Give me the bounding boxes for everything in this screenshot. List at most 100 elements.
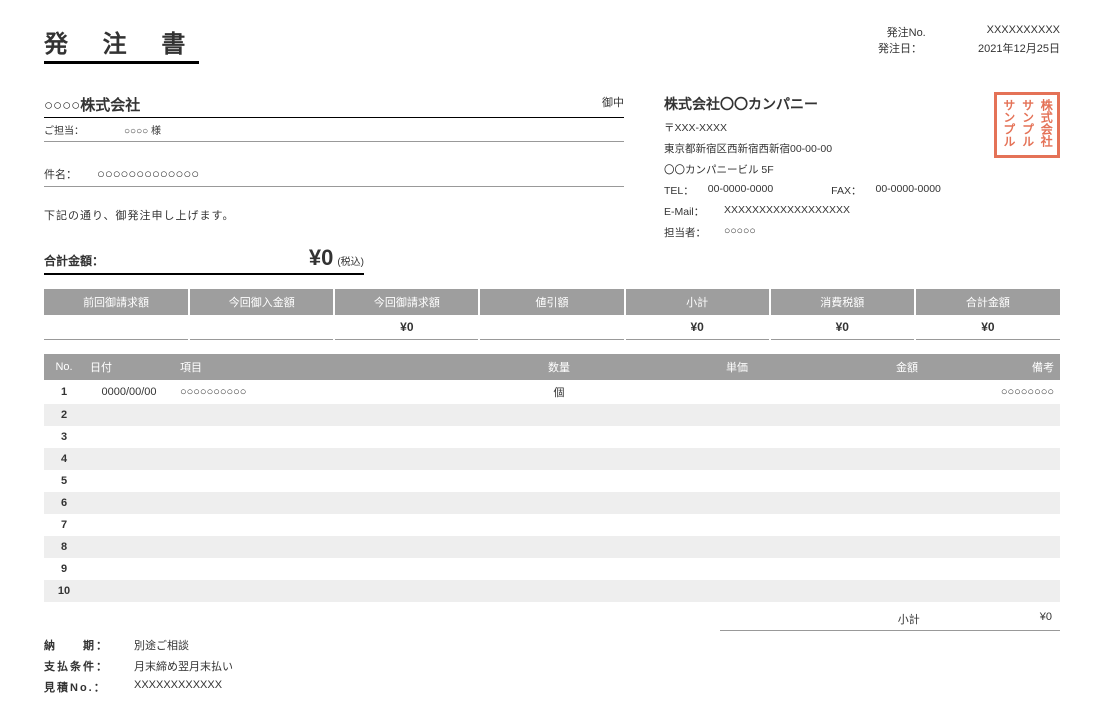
summary-header: 消費税額 [770,289,915,315]
item-row: 4 [44,448,1060,470]
col-amount: 金額 [754,354,924,380]
summary-cell: ¥0 [915,315,1060,340]
total-label: 合計金額： [44,252,124,269]
item-note: ○○○○○○○○ [924,380,1060,404]
item-unit [624,404,754,426]
item-no: 10 [44,580,84,602]
item-no: 7 [44,514,84,536]
item-row: 5 [44,470,1060,492]
item-name [174,426,494,448]
summary-header: 前回御請求額 [44,289,189,315]
tel-label: TEL： [664,183,694,198]
item-unit [624,470,754,492]
item-note [924,558,1060,580]
summary-table: 前回御請求額今回御入金額今回御請求額値引額小計消費税額合計金額 ¥0¥0¥0¥0 [44,289,1060,340]
item-note [924,448,1060,470]
col-no: No. [44,354,84,380]
item-row: 2 [44,404,1060,426]
col-qty: 数量 [494,354,624,380]
item-unit [624,558,754,580]
notice-text: 下記の通り、御発注申し上げます。 [44,207,624,223]
item-amount [754,448,924,470]
item-unit [624,426,754,448]
item-row: 3 [44,426,1060,448]
stamp-col-3: 株式会社 [1039,99,1052,151]
rep-value: ○○○○○ [724,225,756,240]
delivery-value: 別途ご相談 [134,637,189,653]
item-amount [754,558,924,580]
summary-cell [189,315,334,340]
order-no-label: 発注No. [887,24,947,40]
item-name [174,514,494,536]
item-row: 9 [44,558,1060,580]
items-table: No. 日付 項目 数量 単価 金額 備考 10000/00/00○○○○○○○… [44,354,1060,602]
subtotal-row: 小計 ¥0 [720,608,1060,631]
item-unit [624,448,754,470]
summary-cell: ¥0 [770,315,915,340]
company-seal: サンプル サンプル 株式会社 [994,92,1060,158]
subject-label: 件名： [44,166,77,182]
company-building: 〇〇カンパニービル 5F [664,162,1060,177]
item-note [924,470,1060,492]
item-date [84,514,174,536]
item-qty [494,580,624,602]
fax-label: FAX： [831,183,861,198]
item-date [84,536,174,558]
item-qty [494,470,624,492]
item-row: 8 [44,536,1060,558]
item-amount [754,426,924,448]
item-name [174,470,494,492]
item-unit [624,380,754,404]
item-qty [494,514,624,536]
item-name [174,492,494,514]
item-name [174,404,494,426]
summary-cell: ¥0 [625,315,770,340]
col-unit: 単価 [624,354,754,380]
item-amount [754,404,924,426]
contact-value: ○○○○ 様 [124,122,161,137]
item-amount [754,514,924,536]
footer-terms: 納 期： 別途ご相談 支払条件： 月末締め翌月末払い 見積No.： XXXXXX… [44,637,1060,695]
stamp-col-1: サンプル [1002,99,1015,151]
item-note [924,404,1060,426]
item-qty [494,536,624,558]
item-amount [754,536,924,558]
order-no-value: XXXXXXXXXX [987,24,1060,40]
tel-value: 00-0000-0000 [708,183,773,198]
item-note [924,580,1060,602]
total-suffix: (税込) [337,253,364,268]
header-meta: 発注No. XXXXXXXXXX 発注日： 2021年12月25日 [878,24,1060,56]
item-amount [754,470,924,492]
item-qty: 個 [494,380,624,404]
document-title: 発 注 書 [44,24,199,64]
item-no: 1 [44,380,84,404]
estimate-no-label: 見積No.： [44,679,114,695]
item-unit [624,514,754,536]
item-name [174,580,494,602]
subtotal-label: 小計 [898,611,920,627]
delivery-label: 納 期： [44,637,114,653]
item-qty [494,426,624,448]
subject-value: ○○○○○○○○○○○○○ [97,166,199,181]
col-date: 日付 [84,354,174,380]
item-note [924,492,1060,514]
item-date [84,580,174,602]
item-no: 9 [44,558,84,580]
item-qty [494,558,624,580]
item-date: 0000/00/00 [84,380,174,404]
item-note [924,426,1060,448]
item-name [174,536,494,558]
email-label: E-Mail： [664,204,712,219]
item-name: ○○○○○○○○○○ [174,380,494,404]
rep-label: 担当者： [664,225,712,240]
client-suffix: 御中 [602,94,624,115]
summary-header: 今回御請求額 [334,289,479,315]
item-note [924,514,1060,536]
item-qty [494,448,624,470]
col-name: 項目 [174,354,494,380]
item-amount [754,492,924,514]
item-date [84,492,174,514]
client-name: ○○○○株式会社 [44,94,140,115]
payment-label: 支払条件： [44,658,114,674]
item-unit [624,492,754,514]
